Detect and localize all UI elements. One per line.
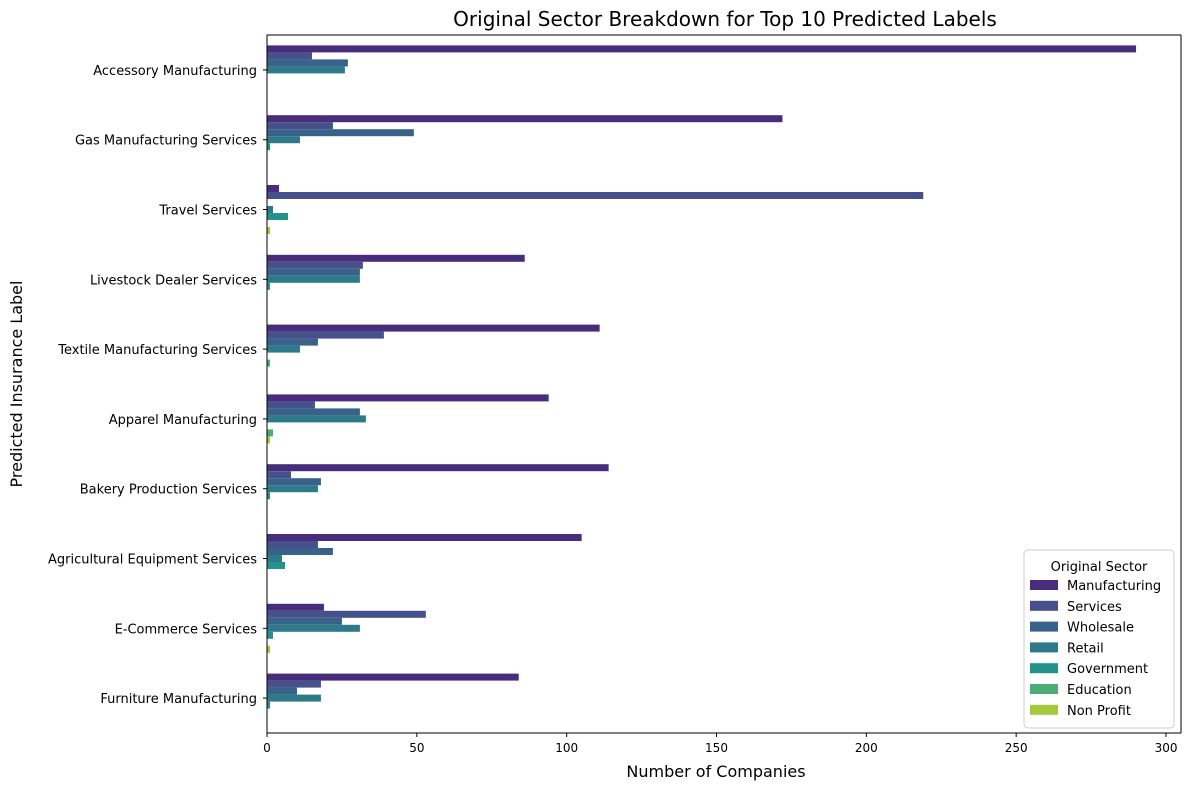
x-tick-label: 200 [855, 741, 878, 755]
bar-retail [267, 136, 300, 144]
y-tick-label: Accessory Manufacturing [93, 64, 257, 79]
x-axis-label: Number of Companies [626, 762, 805, 781]
bar-retail [267, 66, 345, 74]
bar-manufacturing [267, 603, 324, 611]
bar-government [267, 282, 270, 290]
bar-services [267, 401, 315, 409]
bar-retail [267, 555, 282, 562]
bar-government [267, 631, 273, 639]
legend-swatch [1030, 642, 1058, 653]
bar-government [267, 492, 270, 500]
bar-services [267, 541, 318, 548]
y-tick-label: Agricultural Equipment Services [48, 553, 257, 568]
bar-services [267, 331, 384, 339]
bar-wholesale [267, 408, 360, 416]
bar-non-profit [267, 227, 270, 234]
y-axis-label: Predicted Insurance Label [7, 281, 26, 488]
plot-frame [266, 34, 1182, 734]
bar-services [267, 680, 321, 688]
bar-education [267, 429, 273, 437]
legend-swatch [1030, 684, 1058, 694]
legend-label: Education [1067, 683, 1132, 698]
bar-manufacturing [267, 45, 1137, 53]
legend-label: Government [1067, 662, 1148, 677]
bar-non-profit [267, 645, 270, 653]
legend-swatch [1030, 600, 1058, 611]
bar-manufacturing [267, 324, 600, 332]
bar-retail [267, 485, 318, 493]
bar-retail [267, 345, 300, 353]
y-axis-ticks: Accessory Manufacturing Gas Manufacturing… [48, 64, 267, 707]
bars-group [267, 45, 1137, 709]
bar-services [267, 471, 291, 479]
y-tick-label: Gas Manufacturing Services [75, 134, 257, 149]
legend-items: Manufacturing Services Wholesale Retail Gove… [1030, 579, 1161, 719]
bar-wholesale [267, 617, 342, 625]
legend-label: Manufacturing [1067, 579, 1161, 594]
legend-frame [1023, 549, 1175, 729]
bar-manufacturing [267, 673, 519, 681]
bar-services [267, 192, 924, 199]
bar-retail [267, 275, 360, 283]
bar-services [267, 610, 426, 618]
bar-non-profit [267, 436, 270, 444]
bar-wholesale [267, 338, 318, 346]
legend-swatch [1030, 704, 1058, 715]
bar-services [267, 261, 363, 269]
legend-label: Retail [1067, 641, 1104, 656]
bar-government [267, 143, 270, 151]
bar-retail [267, 206, 273, 213]
legend-swatch [1030, 580, 1058, 590]
bar-manufacturing [267, 254, 525, 262]
legend-title: Original Sector [1051, 560, 1148, 575]
y-tick-label: Travel Services [158, 204, 257, 219]
y-tick-label: E-Commerce Services [115, 622, 258, 637]
bar-retail [267, 415, 366, 423]
bar-manufacturing [267, 115, 783, 123]
bar-government [267, 213, 288, 220]
bar-education [267, 359, 270, 367]
legend-swatch [1030, 663, 1058, 674]
bar-government [267, 701, 270, 709]
x-tick-label: 100 [555, 741, 578, 755]
y-tick-label: Textile Manufacturing Services [57, 343, 257, 358]
bar-retail [267, 624, 360, 632]
bar-government [267, 562, 285, 569]
y-tick-label: Apparel Manufacturing [109, 413, 257, 428]
y-tick-label: Bakery Production Services [80, 483, 257, 498]
x-tick-label: 0 [263, 741, 271, 755]
bar-wholesale [267, 687, 297, 695]
legend-label: Services [1067, 600, 1122, 615]
bar-manufacturing [267, 464, 609, 472]
bar-services [267, 52, 312, 60]
x-tick-label: 50 [409, 741, 424, 755]
legend: Original Sector Manufacturing Services Who… [1023, 549, 1175, 729]
bar-manufacturing [267, 185, 279, 192]
legend-label: Non Profit [1067, 704, 1131, 719]
x-tick-label: 150 [705, 741, 728, 755]
bar-manufacturing [267, 394, 549, 402]
x-tick-label: 250 [1005, 741, 1028, 755]
x-tick-label: 300 [1155, 741, 1178, 755]
y-tick-label: Livestock Dealer Services [90, 273, 257, 288]
bar-wholesale [267, 59, 348, 67]
bar-wholesale [267, 268, 360, 276]
x-axis-ticks: 0 50 100 150 200 250 300 [263, 733, 1177, 755]
legend-label: Wholesale [1067, 621, 1134, 636]
chart-title: Original Sector Breakdown for Top 10 Pre… [453, 7, 997, 31]
legend-swatch [1030, 621, 1058, 632]
bar-wholesale [267, 129, 414, 137]
bar-retail [267, 694, 321, 702]
bar-services [267, 122, 333, 130]
bar-manufacturing [267, 534, 582, 541]
bar-wholesale [267, 548, 333, 555]
bar-wholesale [267, 478, 321, 486]
y-tick-label: Furniture Manufacturing [100, 692, 257, 707]
